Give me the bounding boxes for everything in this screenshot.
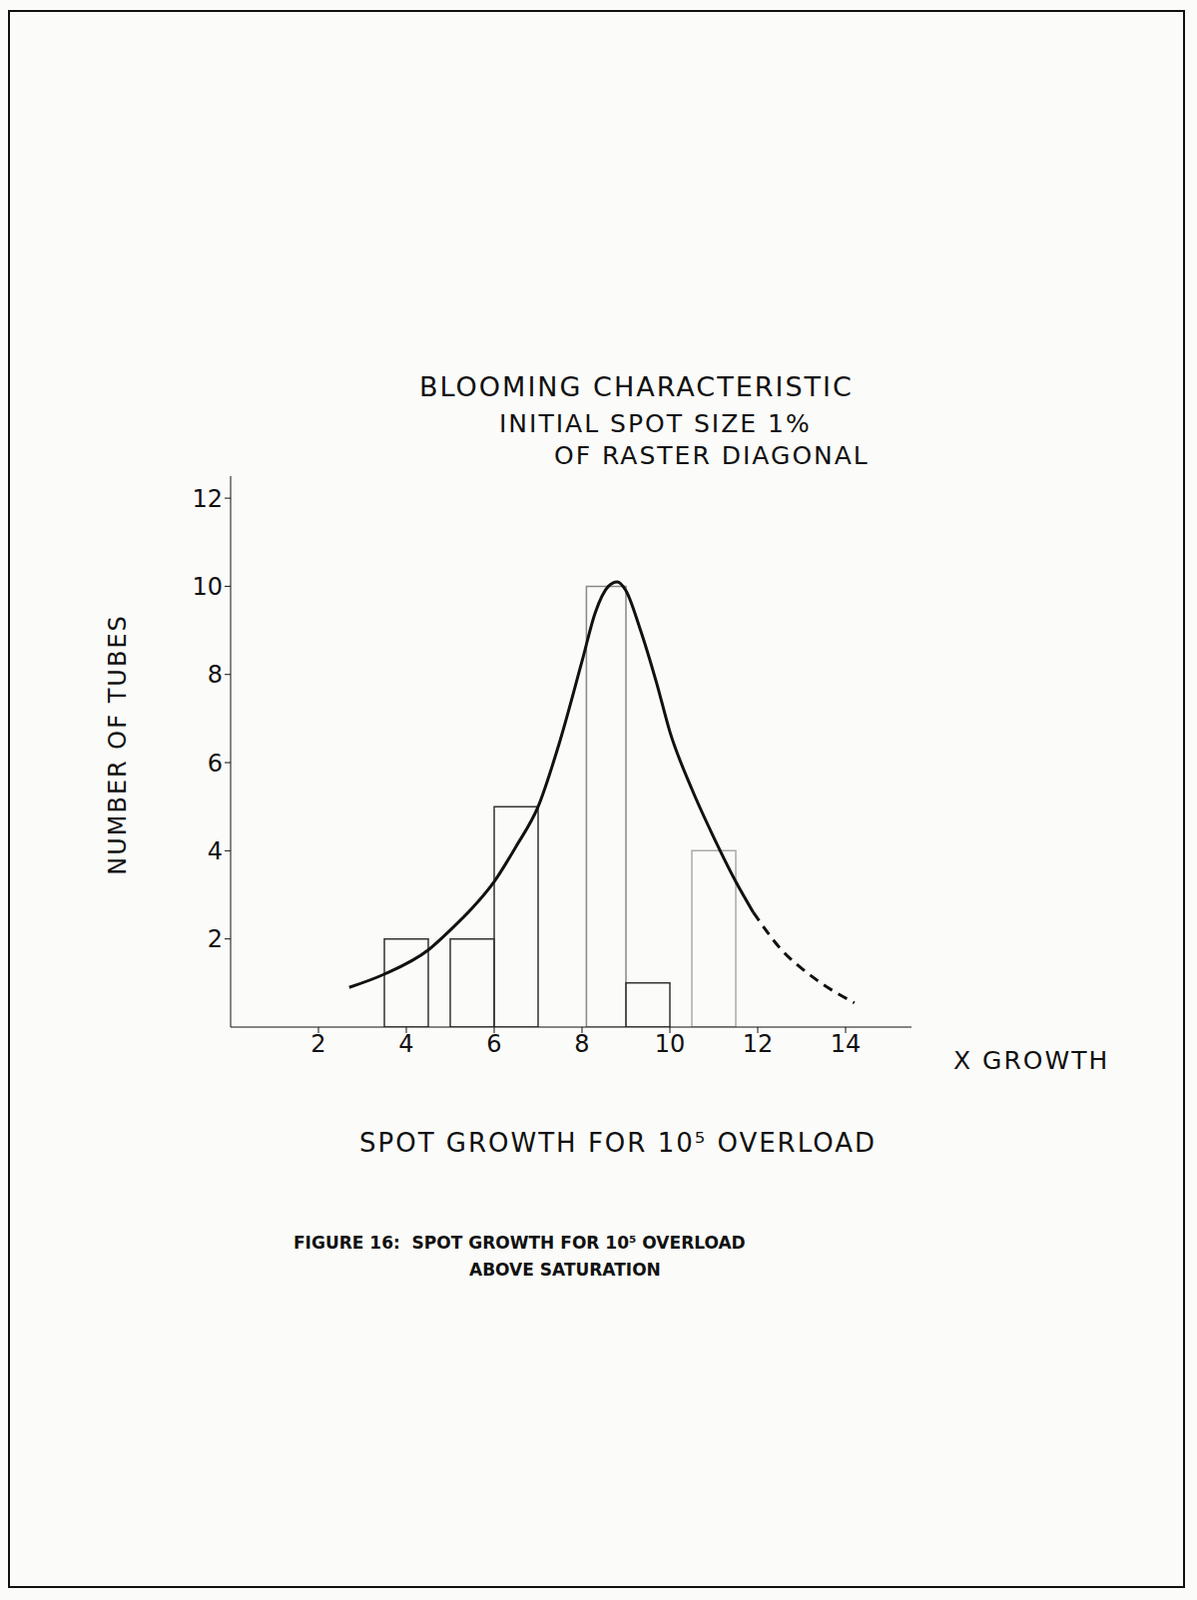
svg-text:4: 4 xyxy=(398,1030,414,1059)
svg-text:6: 6 xyxy=(207,749,223,778)
svg-text:12: 12 xyxy=(191,485,223,514)
svg-text:2: 2 xyxy=(310,1030,326,1059)
svg-text:6: 6 xyxy=(486,1030,502,1059)
svg-text:14: 14 xyxy=(830,1030,862,1059)
svg-text:10: 10 xyxy=(191,573,223,601)
svg-text:12: 12 xyxy=(742,1030,774,1059)
html-text:NUMBER OF TUBES: NUMBER OF TUBES xyxy=(103,614,132,876)
html-text:BLOOMING CHARACTERISTIC: BLOOMING CHARACTERISTIC xyxy=(419,371,854,403)
html-text:ABOVE SATURATION: ABOVE SATURATION xyxy=(469,1259,661,1280)
svg-text:8: 8 xyxy=(574,1030,590,1059)
html-text:SPOT GROWTH FOR 10⁵ OVERLOAD: SPOT GROWTH FOR 10⁵ OVERLOAD xyxy=(359,1128,877,1159)
html-text:OF RASTER DIAGONAL: OF RASTER DIAGONAL xyxy=(554,441,870,471)
svg-text:10: 10 xyxy=(654,1030,686,1059)
svg-text:2: 2 xyxy=(207,925,223,954)
svg-text:8: 8 xyxy=(207,660,223,689)
html-text:X GROWTH: X GROWTH xyxy=(953,1046,1110,1076)
svg-text:4: 4 xyxy=(207,837,223,866)
html-text:FIGURE 16: SPOT GROWTH FOR 10⁵: FIGURE 16: SPOT GROWTH FOR 10⁵ OVERLOAD xyxy=(293,1232,746,1253)
html-text:INITIAL SPOT SIZE 1%: INITIAL SPOT SIZE 1% xyxy=(499,409,812,439)
